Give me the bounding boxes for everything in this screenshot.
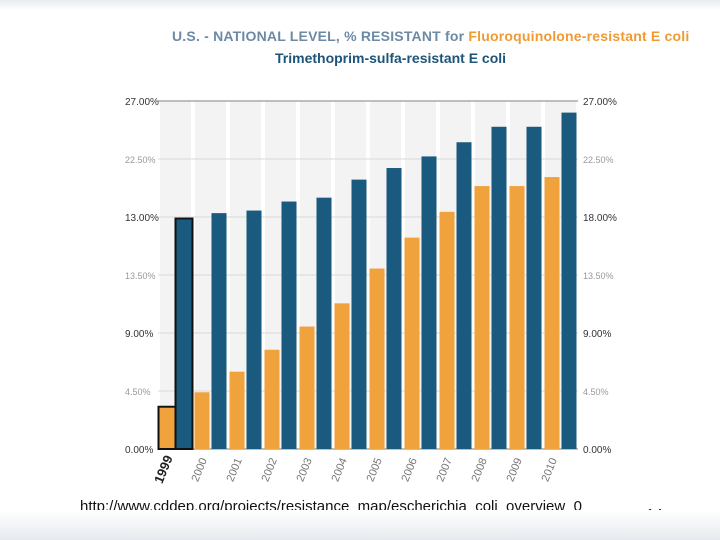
x-tick-label: 2007 (435, 456, 455, 483)
bar-fluoroquinolone (194, 392, 210, 449)
bar-trimethoprim (491, 126, 507, 450)
y-tick-left: 22.50% (125, 155, 156, 165)
bar-fluoroquinolone (299, 326, 315, 449)
x-tick-label: 2000 (190, 456, 210, 483)
slide-top-gradient (0, 0, 720, 10)
bar-trimethoprim (386, 168, 402, 449)
chart-title-line2: Trimethoprim-sulfa-resistant E coli (275, 50, 507, 66)
highlight-box (174, 217, 194, 450)
x-tick-label: 2005 (365, 456, 385, 483)
bar-trimethoprim (176, 219, 192, 449)
bar-fluoroquinolone (439, 211, 455, 449)
y-tick-right: 22.50% (583, 155, 614, 165)
x-tick-label: 2003 (295, 456, 315, 483)
x-tick-label: 2006 (400, 456, 420, 483)
y-tick-left: 13.00% (125, 213, 159, 224)
y-tick-right: 18.00% (583, 213, 617, 224)
title-prefix: U.S. - NATIONAL LEVEL, % RESISTANT for (172, 28, 465, 44)
bar-fluoroquinolone (544, 177, 560, 450)
bar-fluoroquinolone (159, 407, 175, 449)
y-tick-right: 4.50% (583, 387, 609, 397)
chart-title-line1: U.S. - NATIONAL LEVEL, % RESISTANT for F… (172, 28, 689, 44)
x-tick-label: 2004 (330, 456, 350, 483)
y-tick-right: 9.00% (583, 329, 611, 340)
bar-trimethoprim (421, 156, 437, 449)
slide-bottom-gradient (0, 510, 720, 540)
y-tick-left: 13.50% (125, 271, 156, 281)
bar-trimethoprim (281, 201, 297, 449)
bar-trimethoprim (316, 197, 332, 449)
bar-trimethoprim (526, 126, 542, 450)
y-tick-left: 4.50% (125, 387, 151, 397)
bar-fluoroquinolone (334, 303, 350, 449)
title-series-a: Fluoroquinolone-resistant E coli (468, 28, 690, 44)
y-tick-left: 9.00% (125, 329, 153, 340)
x-tick-label: 2008 (470, 456, 490, 483)
bar-fluoroquinolone (229, 371, 245, 449)
bar-fluoroquinolone (264, 349, 280, 449)
x-tick-label: 2001 (225, 456, 245, 483)
x-tick-label: 2010 (540, 456, 560, 483)
bar-fluoroquinolone (404, 237, 420, 449)
bar-trimethoprim (351, 179, 367, 449)
y-tick-right: 0.00% (583, 445, 611, 456)
y-tick-left: 27.00% (125, 97, 159, 108)
bar-trimethoprim (246, 210, 262, 449)
x-tick-label: 1999 (151, 453, 176, 485)
bar-fluoroquinolone (474, 186, 490, 450)
y-tick-right: 27.00% (583, 97, 617, 108)
bar-fluoroquinolone (509, 186, 525, 450)
bar-fluoroquinolone (369, 268, 385, 449)
y-tick-right: 13.50% (583, 271, 614, 281)
y-tick-left: 0.00% (125, 445, 153, 456)
bar-trimethoprim (561, 112, 577, 449)
x-tick-label: 2002 (260, 456, 280, 483)
bar-trimethoprim (211, 213, 227, 449)
x-tick-label: 2009 (505, 456, 525, 483)
bar-trimethoprim (456, 142, 472, 449)
